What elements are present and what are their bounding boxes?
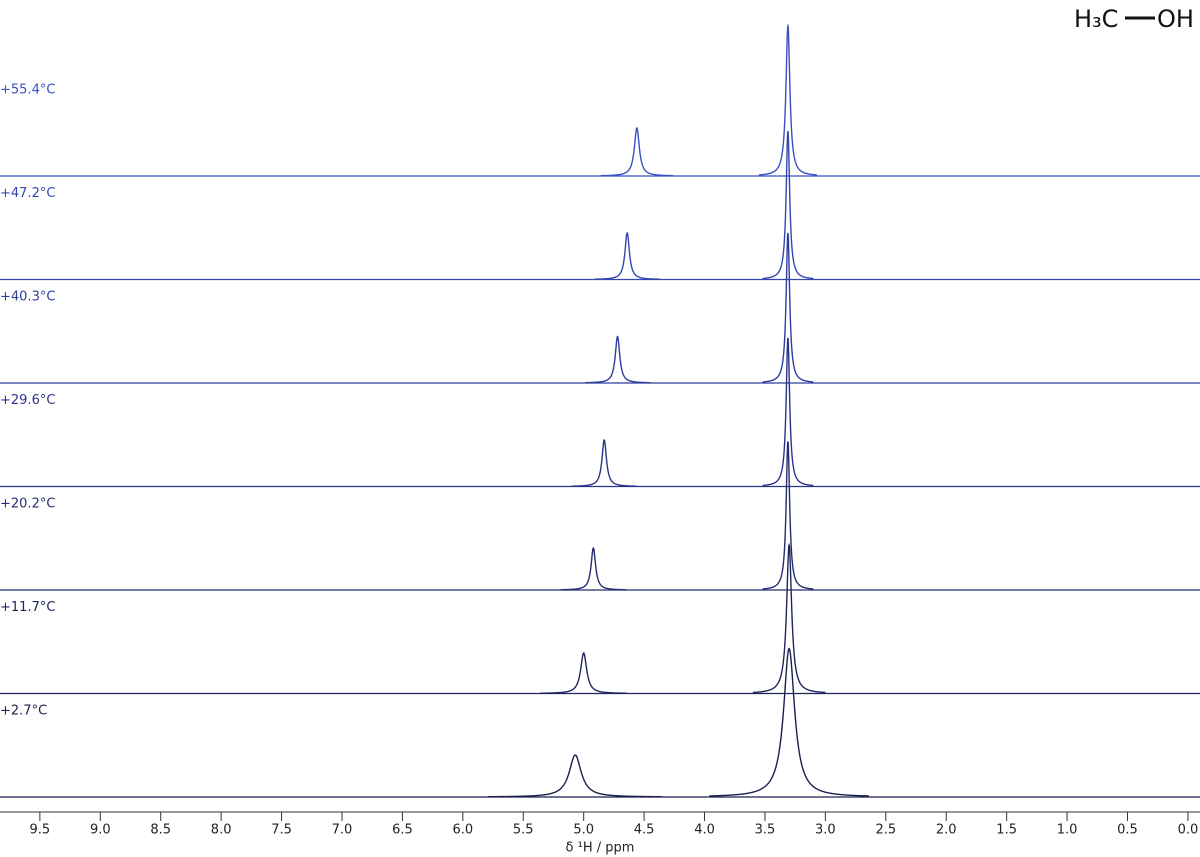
x-tick-label: 2.5 [875,823,896,838]
x-tick-label: 3.0 [815,823,836,838]
series-label: +47.2°C [0,186,55,201]
x-tick-label: 8.0 [211,823,232,838]
series-label: +2.7°C [0,704,47,719]
molecule-left: H₃C [1074,5,1118,33]
peak [762,337,814,487]
x-tick-label: 6.5 [392,823,413,838]
peak [752,542,826,694]
peak [560,547,626,591]
peak [584,335,651,384]
peak [594,231,660,280]
x-tick-label: 0.0 [1178,823,1199,838]
x-tick-label: 7.0 [332,823,353,838]
peak [762,130,814,280]
x-tick-label: 1.0 [1057,823,1078,838]
peak [600,127,674,177]
peak [488,754,663,798]
x-tick-label: 0.5 [1117,823,1138,838]
peak [762,232,814,383]
peak [762,441,814,590]
x-tick-label: 9.5 [30,823,51,838]
series-label: +55.4°C [0,83,55,98]
x-tick-label: 7.5 [271,823,292,838]
x-tick-label: 5.5 [513,823,534,838]
x-axis-title: δ ¹H / ppm [566,841,635,856]
peak [758,23,817,176]
peak [571,438,637,487]
x-tick-label: 8.5 [150,823,171,838]
x-tick-label: 5.0 [573,823,594,838]
x-tick-label: 4.5 [634,823,655,838]
x-tick-label: 4.0 [694,823,715,838]
x-tick-label: 9.0 [90,823,111,838]
x-tick-label: 3.5 [755,823,776,838]
peak [540,652,628,694]
x-tick-label: 1.5 [996,823,1017,838]
series-label: +29.6°C [0,393,55,408]
series-label: +11.7°C [0,600,55,615]
series-label: +20.2°C [0,497,55,512]
x-tick-label: 2.0 [936,823,957,838]
molecule-right: OH [1157,5,1194,33]
peak [709,647,869,797]
series-label: +40.3°C [0,290,55,305]
x-tick-label: 6.0 [452,823,473,838]
